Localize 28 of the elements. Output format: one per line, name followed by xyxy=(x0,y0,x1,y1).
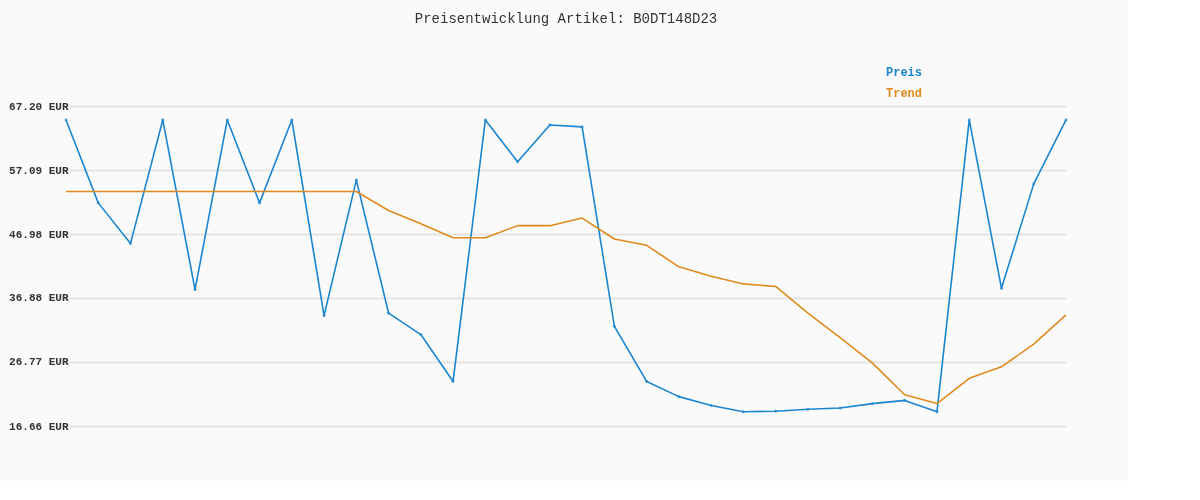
point xyxy=(709,403,714,408)
point xyxy=(773,409,778,414)
text: Preis xyxy=(886,66,923,80)
point xyxy=(483,118,488,122)
point xyxy=(193,287,197,292)
point xyxy=(257,201,262,205)
point xyxy=(160,118,165,122)
point xyxy=(354,178,359,182)
point xyxy=(225,118,230,122)
point xyxy=(1031,182,1036,186)
y-tick-label: 67.20 EUR xyxy=(9,100,69,113)
point xyxy=(999,286,1004,291)
chart-title: Preisentwicklung Artikel: B0DT148D23 xyxy=(414,11,718,27)
point xyxy=(935,409,939,414)
text: Trend xyxy=(886,87,923,101)
point xyxy=(838,406,843,410)
y-tick-label: 16.66 EUR xyxy=(9,420,69,433)
point xyxy=(386,311,391,315)
point xyxy=(322,313,326,318)
point xyxy=(677,394,681,399)
point xyxy=(741,409,746,414)
point xyxy=(451,379,455,384)
point xyxy=(967,118,972,122)
y-tick-label: 57.09 EUR xyxy=(9,164,69,177)
y-tick-label: 46.98 EUR xyxy=(9,228,69,241)
point xyxy=(418,332,423,337)
y-tick-label: 26.77 EUR xyxy=(9,356,69,369)
y-tick-label: 36.88 EUR xyxy=(9,292,69,305)
